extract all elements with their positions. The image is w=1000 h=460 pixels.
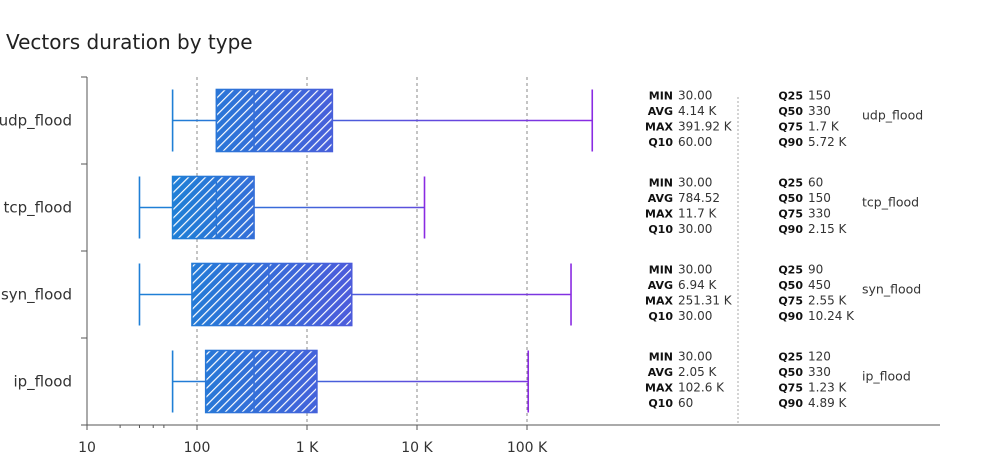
- stat-value-min: 30.00: [678, 350, 712, 364]
- stat-value-q25: 120: [808, 350, 831, 364]
- stat-key-q50: Q50: [778, 279, 803, 292]
- stat-value-min: 30.00: [678, 89, 712, 103]
- stat-key-avg: AVG: [648, 192, 673, 205]
- box-outline: [204, 349, 318, 414]
- box-outline: [191, 262, 353, 327]
- stat-value-q10: 30.00: [678, 222, 712, 236]
- stat-value-max: 11.7 K: [678, 207, 718, 221]
- series-label-right: syn_flood: [862, 282, 921, 297]
- stat-value-q75: 1.7 K: [808, 120, 840, 134]
- stat-key-q90: Q90: [778, 136, 803, 149]
- stat-key-q10: Q10: [648, 223, 673, 236]
- stat-key-q25: Q25: [778, 264, 803, 277]
- stat-key-q90: Q90: [778, 223, 803, 236]
- stat-key-q25: Q25: [778, 90, 803, 103]
- stat-value-avg: 4.14 K: [678, 104, 718, 118]
- x-tick-label: 1 K: [296, 440, 319, 456]
- stat-key-avg: AVG: [648, 279, 673, 292]
- stat-key-q25: Q25: [778, 177, 803, 190]
- stat-value-q10: 30.00: [678, 309, 712, 323]
- stat-value-q75: 2.55 K: [808, 294, 848, 308]
- stat-value-q90: 10.24 K: [808, 309, 855, 323]
- stat-value-q10: 60.00: [678, 135, 712, 149]
- stat-value-q50: 150: [808, 191, 831, 205]
- stat-key-min: MIN: [649, 264, 673, 277]
- stat-value-q25: 90: [808, 263, 823, 277]
- stat-key-q75: Q75: [778, 121, 803, 134]
- stat-value-q25: 60: [808, 176, 823, 190]
- chart-title: Vectors duration by type: [6, 30, 253, 54]
- stat-key-max: MAX: [645, 295, 673, 308]
- box-hatch: [205, 350, 317, 413]
- stat-key-q10: Q10: [648, 310, 673, 323]
- stat-value-min: 30.00: [678, 263, 712, 277]
- stat-value-q90: 5.72 K: [808, 135, 848, 149]
- x-tick-label: 10 K: [401, 440, 433, 456]
- stat-key-q50: Q50: [778, 105, 803, 118]
- stat-key-q10: Q10: [648, 397, 673, 410]
- box-hatch: [191, 263, 352, 326]
- stat-key-min: MIN: [649, 351, 673, 364]
- stat-key-q10: Q10: [648, 136, 673, 149]
- box-outline: [171, 175, 255, 240]
- category-label: udp_flood: [0, 112, 72, 131]
- stat-value-avg: 2.05 K: [678, 365, 718, 379]
- stat-key-q75: Q75: [778, 208, 803, 221]
- stat-value-max: 251.31 K: [678, 294, 733, 308]
- x-tick-label: 10: [78, 440, 96, 456]
- category-label: syn_flood: [1, 286, 72, 305]
- stat-key-q50: Q50: [778, 192, 803, 205]
- category-label: ip_flood: [13, 373, 72, 392]
- stat-key-max: MAX: [645, 208, 673, 221]
- box-hatch: [216, 89, 333, 152]
- stat-key-avg: AVG: [648, 105, 673, 118]
- series-label-right: ip_flood: [862, 369, 911, 384]
- stat-value-q10: 60: [678, 396, 693, 410]
- axes: 10 100 1 K 10 K 100 K udp_flood tcp_flood syn_f…: [0, 76, 940, 456]
- category-label: tcp_flood: [4, 199, 72, 218]
- stat-key-q25: Q25: [778, 351, 803, 364]
- stat-value-q50: 450: [808, 278, 831, 292]
- series-label-right: udp_flood: [862, 108, 923, 123]
- stat-value-avg: 784.52: [678, 191, 720, 205]
- stat-value-max: 391.92 K: [678, 120, 733, 134]
- stat-key-avg: AVG: [648, 366, 673, 379]
- stat-value-min: 30.00: [678, 176, 712, 190]
- stat-key-q75: Q75: [778, 382, 803, 395]
- stats-panel: MIN 30.00 AVG 4.14 K MAX 391.92 K Q10 60.00 Q25 1…: [645, 89, 923, 425]
- stat-key-q90: Q90: [778, 310, 803, 323]
- x-tick-label: 100: [184, 440, 211, 456]
- stat-value-q50: 330: [808, 365, 831, 379]
- stat-value-q75: 1.23 K: [808, 381, 848, 395]
- stat-value-avg: 6.94 K: [678, 278, 718, 292]
- stat-key-min: MIN: [649, 177, 673, 190]
- stat-key-q75: Q75: [778, 295, 803, 308]
- series-label-right: tcp_flood: [862, 195, 919, 210]
- stat-value-q90: 2.15 K: [808, 222, 848, 236]
- stat-value-q25: 150: [808, 89, 831, 103]
- box-outline: [215, 88, 334, 153]
- stat-value-max: 102.6 K: [678, 381, 725, 395]
- stat-key-q50: Q50: [778, 366, 803, 379]
- stat-key-max: MAX: [645, 121, 673, 134]
- stat-key-max: MAX: [645, 382, 673, 395]
- stat-value-q50: 330: [808, 104, 831, 118]
- box-hatch: [172, 176, 255, 239]
- x-tick-label: 100 K: [507, 440, 548, 456]
- stat-value-q90: 4.89 K: [808, 396, 848, 410]
- stat-key-q90: Q90: [778, 397, 803, 410]
- boxes: [138, 88, 594, 414]
- stat-value-q75: 330: [808, 207, 831, 221]
- stat-key-min: MIN: [649, 90, 673, 103]
